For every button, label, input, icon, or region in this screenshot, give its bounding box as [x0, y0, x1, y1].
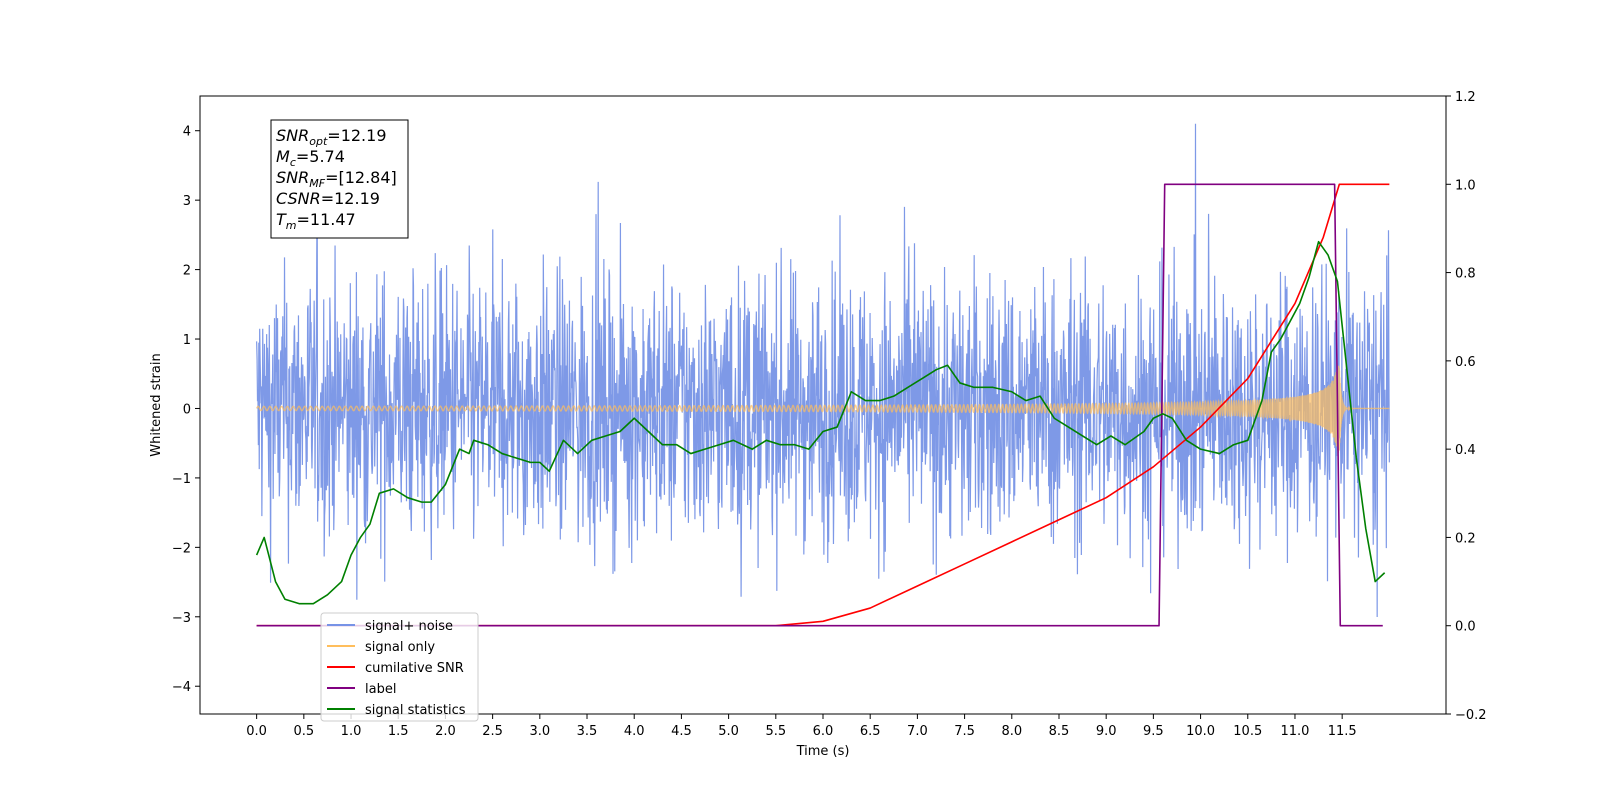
- y-left-tick-label: 2: [183, 264, 191, 279]
- y-right-tick-label: 0.2: [1455, 531, 1476, 546]
- x-tick-label: 4.0: [624, 724, 645, 739]
- y-right-tick-label: 0.8: [1455, 267, 1476, 282]
- x-tick-label: 1.0: [341, 724, 362, 739]
- y-left-tick-label: −2: [172, 541, 191, 556]
- x-tick-label: 0.5: [293, 724, 314, 739]
- annotation-line: CSNR=12.19: [276, 189, 380, 208]
- x-tick-label: 2.5: [482, 724, 503, 739]
- x-tick-label: 8.5: [1049, 724, 1070, 739]
- series-signal-statisticsline: [255, 240, 1386, 605]
- x-tick-label: 4.5: [671, 724, 692, 739]
- x-tick-label: 3.0: [529, 724, 550, 739]
- x-tick-label: 6.0: [813, 724, 834, 739]
- annotation-line: SNRopt=12.19: [276, 126, 387, 148]
- y-right-tick-label: −0.2: [1455, 708, 1487, 723]
- annotation-symbol: SNR: [276, 168, 309, 187]
- annotation-symbol: SNR: [276, 126, 309, 145]
- annotation-symbol: T: [276, 210, 287, 229]
- legend: signal+ noise signal only cumilative SNR la…: [320, 612, 479, 722]
- annotation-value: =12.19: [321, 189, 380, 208]
- annotation-subscript: c: [290, 156, 296, 169]
- series-labelline: [256, 183, 1383, 627]
- annotation-frame: [270, 119, 409, 239]
- x-tick-label: 11.5: [1328, 724, 1357, 739]
- y-left-tick-label: 0: [183, 402, 191, 417]
- x-tick-label: 11.0: [1280, 724, 1309, 739]
- annotation-symbol: M: [276, 147, 290, 166]
- legend-label: cumilative SNR: [365, 661, 464, 676]
- y-right-tick-label: 1.2: [1455, 90, 1476, 105]
- y-left-tick-label: 1: [183, 333, 191, 348]
- x-tick-label: 7.5: [954, 724, 975, 739]
- x-tick-label: 10.0: [1186, 724, 1215, 739]
- y-left-tick-label: −1: [172, 472, 191, 487]
- x-tick-label: 9.0: [1096, 724, 1117, 739]
- y-right-tick-label: 0.6: [1455, 355, 1476, 370]
- annotation-line: Mc=5.74: [276, 147, 345, 169]
- x-tick-label: 6.5: [860, 724, 881, 739]
- x-tick-label: 1.5: [388, 724, 409, 739]
- series-signal-noise-line: [256, 123, 1390, 617]
- legend-label: label: [365, 682, 396, 697]
- x-tick-label: 8.0: [1001, 724, 1022, 739]
- annotation-line: Tm=11.47: [276, 210, 356, 232]
- x-tick-label: 5.5: [765, 724, 786, 739]
- y-axis-label: Whitened strain: [149, 353, 164, 456]
- legend-label: signal only: [365, 640, 435, 655]
- annotation-value: =12.19: [327, 126, 386, 145]
- annotation-symbol: CSNR: [276, 189, 321, 208]
- x-tick-label: 7.0: [907, 724, 928, 739]
- x-axis: 0.0 0.5 1.0 1.5 2.0 2.5 3.0 3.5 4.0 4.5 5.0 5.5 6.0 6…: [246, 714, 1357, 739]
- y-axis-left: −4 −3 −2 −1 0 1 2 3 4: [172, 125, 200, 695]
- annotation-value: =[12.84]: [325, 168, 397, 187]
- y-left-tick-label: 3: [183, 194, 191, 209]
- annotation-value: =11.47: [297, 210, 356, 229]
- series-layer: [255, 123, 1390, 627]
- annotation-line: SNRMF=[12.84]: [276, 168, 397, 190]
- annotation-subscript: opt: [309, 135, 328, 148]
- series-cumilative-snrline: [256, 183, 1390, 627]
- y-right-tick-label: 0.4: [1455, 443, 1476, 458]
- x-tick-label: 0.0: [246, 724, 267, 739]
- annotation-subscript: MF: [309, 177, 325, 190]
- y-left-tick-label: −4: [172, 680, 191, 695]
- x-tick-label: 10.5: [1233, 724, 1262, 739]
- annotation-subscript: m: [286, 219, 297, 232]
- y-axis-right: −0.2 0.0 0.2 0.4 0.6 0.8 1.0 1.2: [1446, 90, 1487, 723]
- x-tick-label: 9.5: [1143, 724, 1164, 739]
- legend-label: signal statistics: [365, 703, 466, 718]
- annotation-value: =5.74: [296, 147, 345, 166]
- series-signal-only-line: [255, 365, 1390, 453]
- annotation-box: SNRopt=12.19Mc=5.74SNRMF=[12.84]CSNR=12.…: [270, 119, 409, 239]
- y-left-tick-label: −3: [172, 611, 191, 626]
- legend-label: signal+ noise: [365, 619, 453, 634]
- x-tick-label: 5.0: [718, 724, 739, 739]
- x-tick-label: 3.5: [577, 724, 598, 739]
- y-left-tick-label: 4: [183, 125, 191, 140]
- legend-frame: [320, 612, 479, 722]
- x-tick-label: 2.0: [435, 724, 456, 739]
- y-right-tick-label: 1.0: [1455, 178, 1476, 193]
- x-axis-label: Time (s): [796, 744, 850, 759]
- y-right-tick-label: 0.0: [1455, 620, 1476, 635]
